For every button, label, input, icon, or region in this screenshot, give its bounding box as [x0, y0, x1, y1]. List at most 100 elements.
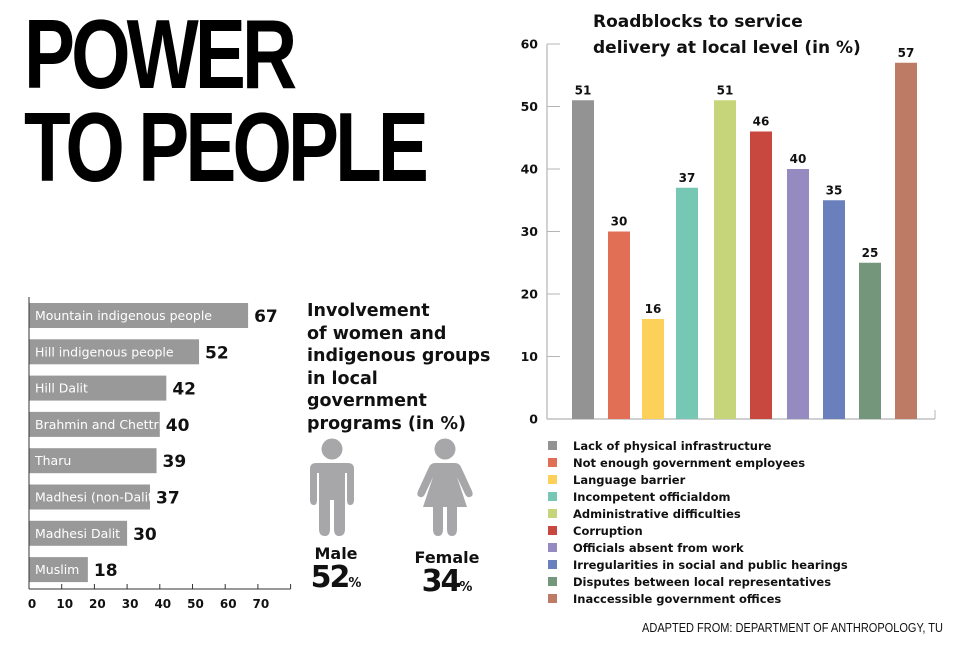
involvement-x-tick-label: 60	[220, 597, 237, 611]
legend-item: Irregularities in social and public hear…	[548, 556, 848, 573]
legend-swatch	[548, 577, 557, 586]
involvement-bar-value-label: 30	[133, 525, 157, 545]
female-person-icon	[417, 438, 473, 536]
legend-item: Not enough government employees	[548, 454, 848, 471]
female-unit: %	[459, 580, 473, 595]
legend-label: Irregularities in social and public hear…	[573, 557, 848, 572]
roadblocks-bar-value-label: 46	[753, 115, 770, 129]
involvement-bar	[29, 303, 249, 328]
roadblocks-bar	[787, 169, 809, 419]
roadblocks-bar-value-label: 35	[826, 183, 843, 197]
involvement-bar-category-label: Madhesi Dalit	[35, 526, 120, 541]
legend-swatch	[548, 560, 557, 569]
legend-item: Officials absent from work	[548, 539, 848, 556]
involvement-x-tick-label: 30	[122, 597, 139, 611]
legend-label: Officials absent from work	[573, 540, 744, 555]
legend-label: Language barrier	[573, 472, 686, 487]
involvement-x-tick-label: 0	[28, 597, 36, 611]
roadblocks-bar-value-label: 40	[790, 152, 807, 166]
roadblocks-bar	[750, 131, 772, 419]
legend-swatch	[548, 492, 557, 501]
involvement-title: Involvement of women and indigenous grou…	[307, 300, 502, 435]
involvement-x-tick-label: 40	[154, 597, 171, 611]
roadblocks-bar-value-label: 51	[717, 83, 734, 97]
involvement-bar-value-label: 39	[163, 452, 187, 472]
male-value: 52	[310, 560, 351, 595]
involvement-bar	[29, 520, 128, 546]
roadblocks-bar-chart: 0 10 20 30 40 50 60 51 30 16 37 51 46 40 35 25 57	[521, 37, 936, 427]
legend-swatch	[548, 543, 557, 552]
roadblocks-legend: Lack of physical infrastructure Not enoug…	[548, 437, 848, 607]
roadblocks-bar-value-label: 37	[679, 171, 696, 185]
involvement-x-tick-label: 10	[56, 597, 73, 611]
roadblocks-title-line: Roadblocks to service	[593, 12, 803, 32]
involvement-bar-value-label: 37	[156, 489, 180, 509]
involvement-title-line: indigenous groups	[307, 346, 491, 366]
roadblocks-title: Roadblocks to service delivery at local …	[593, 9, 893, 61]
headline-line-1: POWER	[24, 0, 297, 109]
legend-swatch	[548, 441, 557, 450]
male-body	[310, 463, 354, 536]
legend-label: Corruption	[573, 523, 643, 538]
female-head	[434, 438, 456, 460]
involvement-title-line: of women and	[307, 323, 447, 344]
roadblocks-bar	[895, 62, 917, 419]
legend-item: Incompetent officialdom	[548, 488, 848, 505]
involvement-bar-category-label: Madhesi (non-Dalit)	[35, 490, 158, 505]
involvement-bar	[29, 448, 157, 474]
involvement-title-line: Involvement	[307, 301, 430, 321]
male-stat: Male 52%	[298, 545, 374, 593]
involvement-bar-value-label: 52	[205, 343, 229, 363]
female-body	[417, 463, 473, 536]
roadblocks-bar-value-label: 57	[898, 46, 915, 60]
legend-swatch	[548, 526, 557, 535]
male-person-icon	[310, 438, 354, 536]
legend-label: Incompetent officialdom	[573, 489, 731, 504]
legend-label: Inaccessible government offices	[573, 591, 782, 606]
roadblocks-bar-value-label: 30	[611, 215, 628, 229]
legend-swatch	[548, 594, 557, 603]
involvement-title-line: in local government	[307, 368, 427, 412]
roadblocks-y-tick-label: 0	[529, 412, 538, 427]
legend-item: Corruption	[548, 522, 848, 539]
roadblocks-bar	[859, 262, 881, 419]
roadblocks-title-line: delivery at local level (in %)	[593, 38, 861, 58]
male-unit: %	[348, 576, 362, 591]
male-label: Male	[314, 544, 358, 563]
female-label: Female	[414, 548, 480, 567]
involvement-bar-value-label: 18	[94, 561, 118, 581]
roadblocks-y-tick-label: 40	[521, 162, 539, 177]
involvement-bar-value-label: 40	[166, 416, 190, 436]
roadblocks-bar	[572, 100, 594, 419]
headline: POWER TO PEOPLE	[24, 0, 429, 196]
roadblocks-y-tick-label: 10	[521, 349, 539, 364]
involvement-x-tick-label: 70	[253, 597, 270, 611]
involvement-bar-value-label: 42	[172, 380, 196, 400]
legend-item: Disputes between local representatives	[548, 573, 848, 590]
roadblocks-bar	[676, 187, 698, 419]
roadblocks-bar	[714, 100, 736, 419]
legend-label: Administrative difficulties	[573, 506, 741, 521]
involvement-bar-category-label: Mountain indigenous people	[35, 308, 212, 323]
roadblocks-bar-value-label: 16	[645, 302, 662, 316]
involvement-bar-category-label: Muslim	[35, 562, 79, 577]
roadblocks-bar	[642, 319, 664, 419]
legend-swatch	[548, 458, 557, 467]
involvement-bar-chart: Mountain indigenous people 67 Hill indigen…	[28, 297, 292, 611]
involvement-title-line: programs (in %)	[307, 413, 466, 434]
involvement-bar-category-label: Hill Dalit	[35, 381, 88, 396]
female-value: 34	[421, 564, 462, 599]
legend-label: Lack of physical infrastructure	[573, 438, 772, 453]
involvement-x-tick-label: 20	[89, 597, 106, 611]
involvement-bar	[29, 557, 88, 583]
roadblocks-bar-value-label: 51	[575, 83, 592, 97]
involvement-bar	[29, 339, 200, 365]
legend-swatch	[548, 475, 557, 484]
involvement-bar-value-label: 67	[254, 307, 278, 327]
female-stat: Female 34%	[405, 549, 489, 597]
involvement-bar-category-label: Brahmin and Chettri	[35, 417, 162, 432]
roadblocks-y-tick-label: 50	[521, 99, 539, 114]
roadblocks-bar-value-label: 25	[862, 246, 879, 260]
roadblocks-y-tick-label: 20	[521, 287, 539, 302]
